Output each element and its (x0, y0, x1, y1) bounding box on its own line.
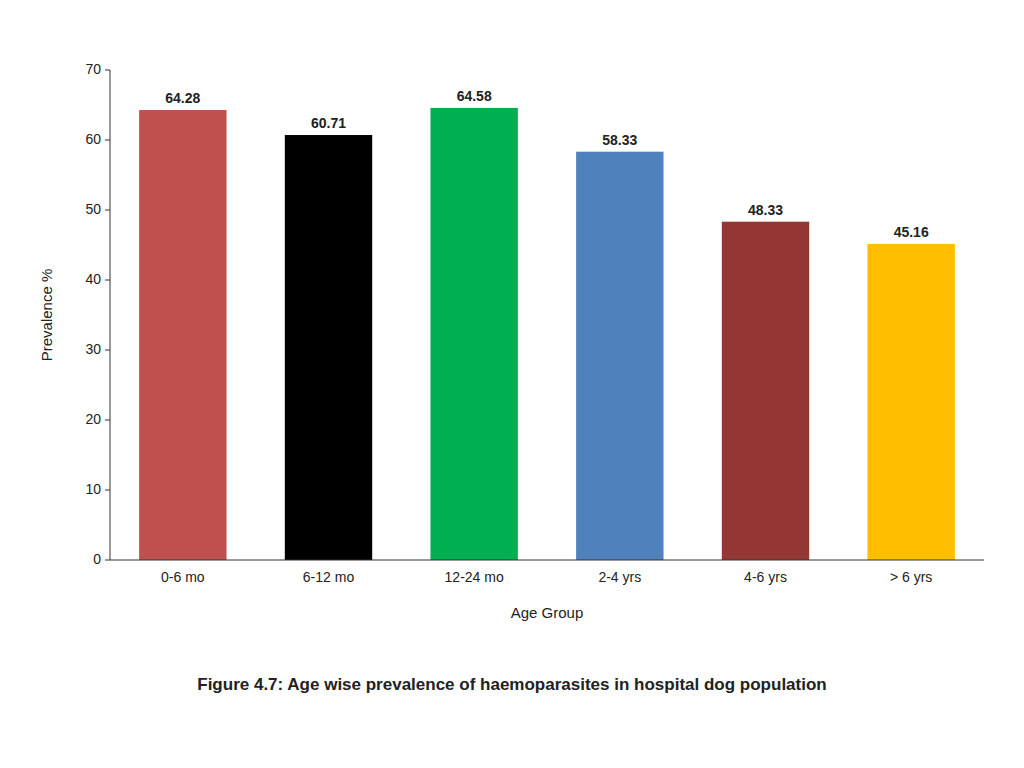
bars (139, 108, 955, 560)
y-tick (105, 140, 110, 141)
data-label: 45.16 (894, 224, 929, 240)
y-tick (105, 560, 110, 561)
y-tick-label: 30 (85, 341, 101, 357)
y-axis-line (110, 70, 111, 560)
y-tick-label: 10 (85, 481, 101, 497)
y-tick-label: 60 (85, 131, 101, 147)
y-tick-label: 40 (85, 271, 101, 287)
data-label: 60.71 (311, 115, 346, 131)
chart: 0 10 20 30 40 50 60 70 0-6 mo 6-12 mo 12-24 mo 2-4 … (0, 0, 1024, 768)
bar (285, 135, 372, 560)
y-tick (105, 210, 110, 211)
caption: Figure 4.7: Age wise prevalence of haemo… (197, 675, 826, 694)
bar (576, 152, 663, 560)
x-tick-label: 4-6 yrs (744, 569, 787, 585)
data-label: 64.58 (457, 88, 492, 104)
data-label: 64.28 (165, 90, 200, 106)
bar (430, 108, 517, 560)
bar (867, 244, 954, 560)
y-tick (105, 420, 110, 421)
data-label: 48.33 (748, 202, 783, 218)
y-tick (105, 280, 110, 281)
bar (139, 110, 226, 560)
x-axis-label: Age Group (511, 604, 584, 621)
y-tick-label: 70 (85, 61, 101, 77)
y-tick-label: 20 (85, 411, 101, 427)
y-tick (105, 350, 110, 351)
y-tick (105, 70, 110, 71)
y-tick-label: 0 (93, 551, 101, 567)
x-tick-label: > 6 yrs (890, 569, 932, 585)
x-tick-label: 6-12 mo (303, 569, 355, 585)
bar (722, 222, 809, 560)
x-tick-label: 12-24 mo (445, 569, 504, 585)
y-tick (105, 490, 110, 491)
data-label: 58.33 (602, 132, 637, 148)
x-axis-line (110, 560, 984, 561)
y-tick-label: 50 (85, 201, 101, 217)
y-axis-label: Prevalence % (38, 269, 55, 362)
x-tick-label: 0-6 mo (161, 569, 205, 585)
x-tick-label: 2-4 yrs (598, 569, 641, 585)
